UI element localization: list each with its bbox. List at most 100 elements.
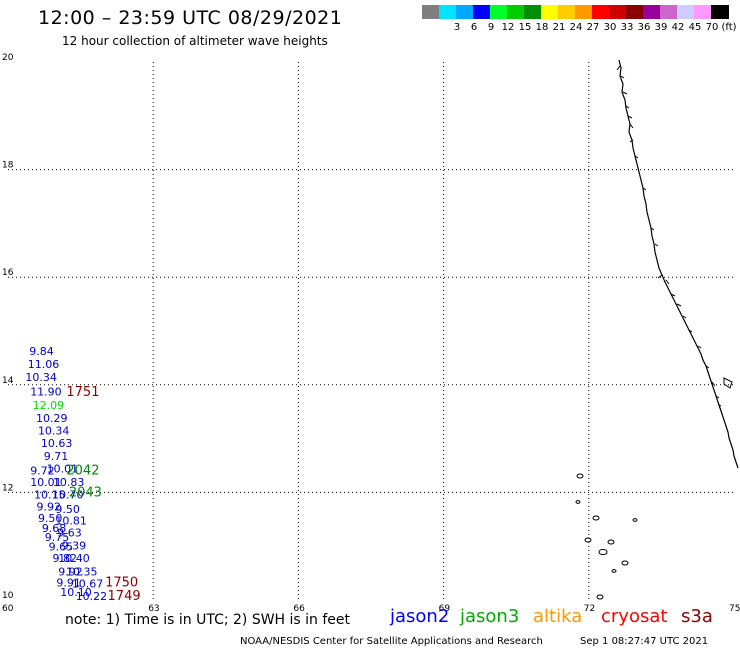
wave-height-value: 10.83 bbox=[53, 476, 85, 489]
wave-height-value: 12.09 bbox=[33, 399, 64, 412]
wave-height-value: 9.82 bbox=[52, 552, 77, 565]
lon-tick-label: 60 bbox=[2, 604, 14, 614]
coastline bbox=[616, 59, 739, 469]
legend-label: 39 bbox=[654, 22, 668, 33]
lon-tick-label: 72 bbox=[584, 604, 595, 614]
satellite-name: altika bbox=[533, 606, 583, 627]
wave-height-value: 9.91 bbox=[56, 577, 81, 590]
legend-label: 45 bbox=[688, 22, 702, 33]
axis-ticks: 60 63 66 69 72 75 10 12 14 16 18 20 bbox=[2, 53, 740, 614]
wave-height-value: 10.34 bbox=[38, 424, 70, 437]
wave-height-value: 9.39 bbox=[62, 539, 87, 552]
legend-swatch bbox=[592, 5, 610, 19]
legend-label: 42 bbox=[671, 22, 685, 33]
legend-swatch bbox=[558, 5, 576, 19]
wave-height-value: 9.92 bbox=[58, 565, 83, 578]
lon-tick-label: 63 bbox=[148, 604, 159, 614]
lat-tick-label: 20 bbox=[2, 53, 14, 63]
wave-height-value: 10.29 bbox=[36, 412, 67, 425]
india-west-coastline bbox=[618, 59, 739, 469]
wave-height-value: 9.71 bbox=[44, 450, 69, 463]
legend-label: 3 bbox=[453, 22, 461, 33]
islands bbox=[575, 473, 638, 600]
pass-time-label: 1749 bbox=[108, 589, 141, 604]
lon-tick-label: 69 bbox=[439, 604, 451, 614]
wave-height-value: 10.81 bbox=[55, 515, 86, 528]
lat-tick-label: 16 bbox=[2, 268, 14, 278]
legend-swatch bbox=[422, 5, 440, 19]
legend-swatch bbox=[473, 5, 491, 19]
wave-height-value: 9.50 bbox=[55, 503, 79, 516]
satellite-name: s3a bbox=[681, 606, 713, 627]
legend-label: 33 bbox=[620, 22, 634, 33]
island-outline bbox=[598, 548, 608, 556]
legend-swatch bbox=[439, 5, 457, 19]
pass-time-label: 1750 bbox=[105, 576, 138, 591]
wave-height-value: 10.15 bbox=[34, 488, 66, 501]
island-outline bbox=[575, 500, 581, 504]
legend-label: (ft) bbox=[721, 22, 737, 33]
legend-swatch bbox=[524, 5, 542, 19]
lat-lon-grid bbox=[8, 62, 734, 600]
wave-height-value: 10.34 bbox=[25, 371, 57, 384]
satellite-name: jason2 bbox=[390, 606, 450, 627]
wave-height-labels: 9.8411.0610.3411.9012.0910.2910.3410.639… bbox=[25, 345, 140, 604]
legend-label: 6 bbox=[470, 22, 478, 33]
legend-label: 15 bbox=[518, 22, 532, 33]
wave-height-value: 11.06 bbox=[28, 358, 59, 371]
legend-swatch bbox=[677, 5, 695, 19]
wave-height-value: 9.68 bbox=[42, 522, 67, 535]
wave-height-value: 10.63 bbox=[41, 437, 73, 450]
legend-label: 9 bbox=[487, 22, 495, 33]
lat-tick-label: 18 bbox=[2, 161, 14, 171]
island-outline bbox=[576, 473, 584, 479]
wave-height-value: 9.65 bbox=[49, 541, 73, 554]
wave-height-value: 10.35 bbox=[66, 565, 98, 578]
wave-height-value: 9.84 bbox=[29, 345, 54, 358]
island-outline bbox=[621, 560, 629, 566]
island-outline bbox=[596, 594, 604, 600]
lat-tick-label: 10 bbox=[2, 591, 14, 601]
island-outline bbox=[607, 539, 615, 545]
legend-swatch bbox=[507, 5, 525, 19]
wave-height-value: 10.10 bbox=[60, 586, 92, 599]
wave-height-value: 9.72 bbox=[30, 465, 55, 478]
wave-height-value: 10.01 bbox=[30, 476, 62, 489]
lat-tick-label: 14 bbox=[2, 376, 14, 386]
coast-notch-1 bbox=[616, 65, 733, 407]
wave-height-value: 9.75 bbox=[45, 531, 70, 544]
credit-text: NOAA/NESDIS Center for Satellite Applica… bbox=[240, 636, 543, 647]
footnote: note: 1) Time is in UTC; 2) SWH is in fe… bbox=[65, 612, 351, 628]
legend-swatch bbox=[609, 5, 627, 19]
legend-label: 70 bbox=[705, 22, 719, 33]
lon-tick-label: 75 bbox=[729, 604, 740, 614]
legend-swatch bbox=[456, 5, 474, 19]
island-outline bbox=[584, 537, 592, 543]
island-outline bbox=[632, 518, 638, 522]
map-subtitle: 12 hour collection of altimeter wave hei… bbox=[62, 34, 328, 48]
legend-swatch bbox=[575, 5, 593, 19]
wave-height-value: 9.92 bbox=[36, 501, 61, 514]
timestamp-text: Sep 1 08:27:47 UTC 2021 bbox=[580, 636, 709, 647]
wave-height-value: 11.90 bbox=[30, 386, 62, 399]
legend-label: 36 bbox=[637, 22, 651, 33]
wave-height-value: 9.50 bbox=[38, 512, 63, 525]
wave-height-value: 9.63 bbox=[57, 527, 82, 540]
island-outline bbox=[611, 569, 617, 573]
legend-swatch bbox=[660, 5, 678, 19]
legend-swatch bbox=[541, 5, 559, 19]
satellite-name: jason3 bbox=[460, 606, 520, 627]
wave-height-value: 10.70 bbox=[52, 488, 83, 501]
pass-time-label: 2042 bbox=[66, 464, 99, 479]
pass-time-label: 1751 bbox=[66, 385, 99, 400]
legend-label: 24 bbox=[569, 22, 583, 33]
legend-label: 12 bbox=[501, 22, 515, 33]
legend-label: 27 bbox=[586, 22, 600, 33]
legend-swatch bbox=[694, 5, 712, 19]
satellite-name: cryosat bbox=[601, 606, 668, 627]
lon-tick-label: 66 bbox=[293, 604, 305, 614]
legend-label: 30 bbox=[603, 22, 617, 33]
legend-label: 21 bbox=[552, 22, 566, 33]
legend-swatch bbox=[490, 5, 508, 19]
